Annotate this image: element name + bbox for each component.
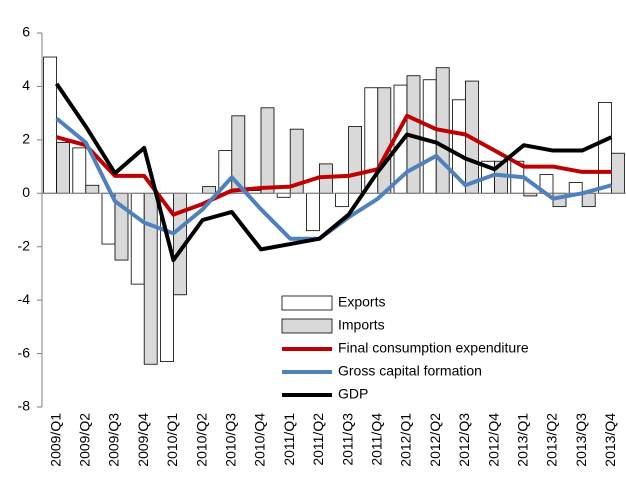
x-tick-label: 2012/Q4 bbox=[485, 413, 501, 467]
bar bbox=[202, 186, 217, 194]
y-tick-label: -4 bbox=[18, 291, 31, 307]
bar bbox=[143, 192, 158, 365]
x-tick-label: 2012/Q2 bbox=[427, 413, 443, 467]
x-tick-label: 2012/Q3 bbox=[456, 413, 472, 467]
x-tick-label: 2009/Q2 bbox=[77, 413, 93, 467]
x-tick-label: 2010/Q2 bbox=[193, 413, 209, 467]
x-tick-label: 2011/Q1 bbox=[281, 413, 297, 466]
x-tick-label: 2010/Q3 bbox=[223, 413, 239, 467]
legend-swatch bbox=[281, 318, 333, 334]
y-tick-label: 2 bbox=[22, 131, 30, 147]
y-tick-label: 6 bbox=[22, 24, 30, 40]
line bbox=[54, 82, 613, 263]
y-tick-label: -8 bbox=[18, 398, 31, 414]
bar bbox=[422, 79, 437, 194]
y-tick-label: -6 bbox=[18, 344, 31, 360]
legend-swatch bbox=[281, 295, 333, 311]
x-tick-label: 2013/Q2 bbox=[544, 413, 560, 467]
x-tick-label: 2011/Q3 bbox=[339, 413, 355, 466]
x-tick-label: 2009/Q4 bbox=[135, 413, 151, 467]
bar bbox=[260, 107, 275, 194]
x-tick-label: 2011/Q2 bbox=[310, 413, 326, 466]
bar bbox=[377, 87, 392, 194]
legend-label: Gross capital formation bbox=[338, 363, 482, 379]
x-tick-label: 2013/Q1 bbox=[515, 413, 531, 467]
line bbox=[55, 116, 612, 241]
y-tick-label: -2 bbox=[18, 237, 31, 253]
bar bbox=[85, 184, 100, 194]
x-tick-label: 2012/Q1 bbox=[398, 413, 414, 467]
bar bbox=[598, 102, 612, 194]
legend-label: GDP bbox=[338, 386, 368, 402]
y-tick-label: 0 bbox=[22, 184, 30, 200]
legend-label: Imports bbox=[338, 317, 385, 333]
bar bbox=[276, 192, 291, 198]
x-tick-label: 2013/Q3 bbox=[573, 413, 589, 467]
bar bbox=[611, 152, 625, 194]
legend-label: Exports bbox=[338, 294, 385, 310]
x-tick-label: 2013/Q4 bbox=[602, 413, 618, 467]
bar bbox=[43, 56, 57, 194]
x-tick-label: 2010/Q4 bbox=[252, 413, 268, 467]
x-tick-label: 2009/Q1 bbox=[47, 413, 63, 467]
bar bbox=[56, 142, 70, 194]
x-tick-label: 2011/Q4 bbox=[369, 413, 385, 466]
bar bbox=[348, 126, 363, 194]
bar bbox=[305, 192, 320, 232]
y-tick-label: 4 bbox=[22, 77, 30, 93]
bar bbox=[72, 147, 87, 194]
x-tick-label: 2009/Q3 bbox=[106, 413, 122, 467]
bar bbox=[335, 192, 350, 208]
x-tick-label: 2010/Q1 bbox=[164, 413, 180, 467]
bar bbox=[130, 192, 145, 285]
legend-label: Final consumption expenditure bbox=[338, 340, 529, 356]
line bbox=[56, 113, 612, 217]
bar bbox=[581, 192, 596, 208]
